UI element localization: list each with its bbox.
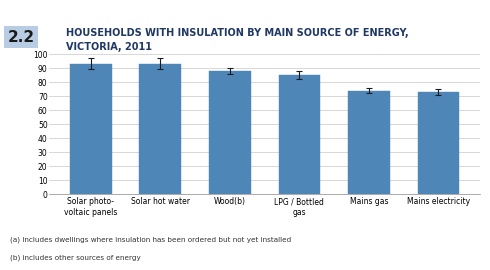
Text: (a) Includes dwellings where insulation has been ordered but not yet installed: (a) Includes dwellings where insulation … <box>10 236 291 243</box>
Text: HOUSEHOLDS WITH INSULATION BY MAIN SOURCE OF ENERGY,
VICTORIA, 2011: HOUSEHOLDS WITH INSULATION BY MAIN SOURC… <box>66 28 409 52</box>
Text: (b) includes other sources of energy: (b) includes other sources of energy <box>10 254 141 261</box>
Bar <box>417 92 459 194</box>
Bar <box>348 90 390 194</box>
Bar <box>70 64 112 194</box>
Bar <box>140 64 181 194</box>
Text: 2.2: 2.2 <box>7 29 34 45</box>
Text: %: % <box>6 39 15 48</box>
Bar <box>278 75 320 194</box>
Bar <box>209 71 251 194</box>
